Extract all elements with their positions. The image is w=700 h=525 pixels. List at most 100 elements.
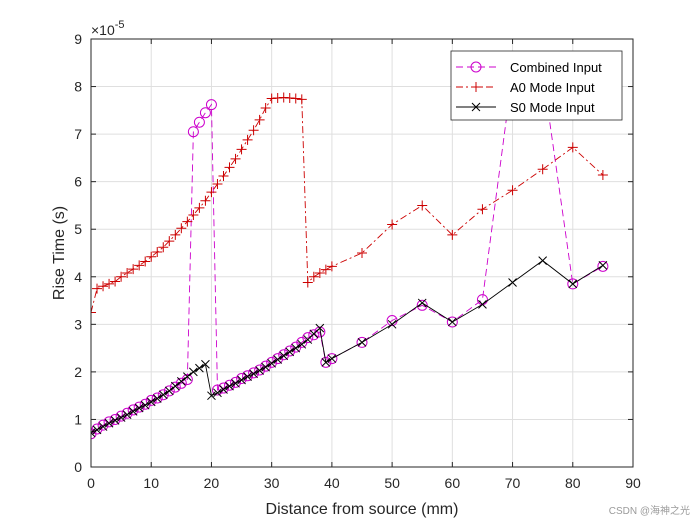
data-point <box>201 359 210 369</box>
x-axis-title: Distance from source (mm) <box>266 501 459 518</box>
series-line <box>91 97 604 313</box>
data-point <box>91 428 96 438</box>
data-point <box>92 283 103 294</box>
data-point <box>315 323 325 333</box>
data-point <box>291 343 301 353</box>
data-point <box>278 349 290 361</box>
data-point <box>236 373 248 385</box>
data-point <box>597 260 609 272</box>
data-point <box>188 209 199 220</box>
data-point <box>356 336 368 348</box>
x-tick-label: 10 <box>143 475 159 491</box>
data-point <box>140 256 151 267</box>
data-point <box>478 300 487 309</box>
y-tick-label: 5 <box>74 221 82 237</box>
data-point <box>122 267 133 278</box>
data-point <box>508 278 517 287</box>
data-point <box>230 376 242 388</box>
data-point <box>104 418 114 428</box>
data-point <box>164 236 175 247</box>
data-point <box>146 397 156 407</box>
data-point <box>597 170 608 181</box>
data-point <box>297 339 307 349</box>
data-point <box>151 392 163 404</box>
data-point <box>217 382 229 394</box>
data-point <box>128 407 138 416</box>
data-point <box>308 329 320 341</box>
data-point <box>568 279 578 289</box>
data-point <box>152 394 162 403</box>
data-point <box>122 410 132 420</box>
data-point <box>320 264 331 275</box>
data-point <box>194 202 205 213</box>
data-point <box>321 358 331 367</box>
x-tick-label: 20 <box>204 475 220 491</box>
data-point <box>302 332 314 344</box>
data-point <box>416 299 428 311</box>
data-point <box>206 187 217 198</box>
y-tick-label: 9 <box>74 31 82 47</box>
data-point <box>134 403 144 413</box>
data-point <box>446 316 458 328</box>
data-point <box>242 370 254 382</box>
data-point <box>537 164 548 175</box>
data-point <box>164 386 174 396</box>
data-point <box>146 251 157 262</box>
data-point <box>302 277 313 288</box>
y-exponent-power: -5 <box>115 19 125 31</box>
data-point <box>308 271 319 282</box>
data-point <box>205 99 217 111</box>
data-point <box>104 278 115 289</box>
data-point <box>598 261 608 270</box>
data-point <box>224 379 236 391</box>
data-point <box>237 375 246 385</box>
data-point <box>110 276 121 287</box>
data-point <box>116 271 127 282</box>
data-point <box>225 381 234 391</box>
data-point <box>261 362 270 372</box>
data-point <box>260 360 272 372</box>
data-point <box>255 366 264 375</box>
data-point <box>176 223 187 234</box>
legend-label: A0 Mode Input <box>510 80 595 95</box>
data-point <box>387 219 398 230</box>
x-tick-label: 70 <box>505 475 521 491</box>
data-point <box>176 377 186 386</box>
data-point <box>158 390 168 400</box>
data-point <box>284 345 296 357</box>
y-tick-label: 4 <box>74 269 82 285</box>
x-tick-label: 50 <box>384 475 400 491</box>
data-point <box>163 385 175 397</box>
data-point <box>175 377 187 389</box>
data-point <box>187 126 199 138</box>
legend-box <box>450 50 623 121</box>
data-point <box>110 416 120 425</box>
y-tick-label: 2 <box>74 364 82 380</box>
data-point <box>109 413 121 425</box>
data-point <box>417 200 428 211</box>
legend-marker <box>470 61 482 73</box>
data-point <box>387 319 397 329</box>
data-point <box>236 144 247 155</box>
x-tick-label: 90 <box>625 475 641 491</box>
data-point <box>139 398 151 410</box>
data-point <box>357 248 367 258</box>
data-point <box>92 425 102 435</box>
legend-marker <box>471 102 481 112</box>
data-point <box>447 229 458 240</box>
data-point <box>121 407 133 419</box>
data-point <box>133 401 145 413</box>
legend-label: S0 Mode Input <box>510 100 595 115</box>
data-point <box>326 353 338 365</box>
axis-ticks: 0 10 20 30 40 50 60 70 80 90 0 1 2 3 4 5 6 7 8 9 <box>74 31 641 491</box>
data-point <box>218 170 229 181</box>
y-tick-label: 7 <box>74 126 82 142</box>
data-point <box>183 372 192 381</box>
data-point <box>357 338 367 347</box>
data-point <box>417 298 427 308</box>
data-point <box>97 419 109 431</box>
y-tick-label: 8 <box>74 79 82 95</box>
data-point <box>181 373 193 385</box>
data-point <box>207 391 216 401</box>
